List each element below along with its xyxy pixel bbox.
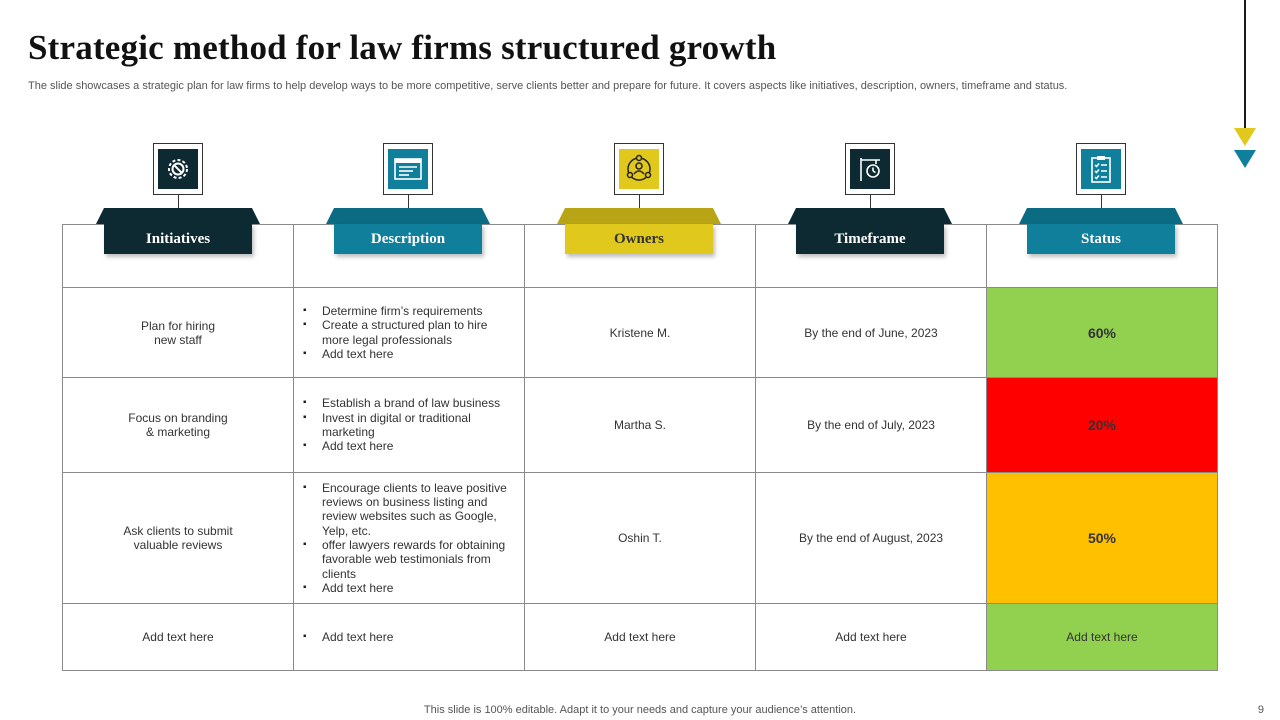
description-icon-box <box>383 143 433 195</box>
timeframe-cell: By the end of August, 2023 <box>798 531 944 545</box>
timeframe-cell: Add text here <box>835 630 907 644</box>
description-bullet: Create a structured plan to hire more le… <box>303 318 512 347</box>
header-owners: Owners <box>557 208 721 254</box>
status-cell: 20% <box>987 378 1217 472</box>
timeframe-cell: By the end of July, 2023 <box>807 418 935 432</box>
column-divider <box>986 224 987 671</box>
row-divider <box>62 287 1218 288</box>
description-bullet: Invest in digital or traditional marketi… <box>303 411 512 440</box>
checklist-clipboard-icon <box>1081 149 1121 189</box>
header-label-owners: Owners <box>565 224 713 254</box>
description-cell: Determine firm’s requirementsCreate a st… <box>294 288 524 377</box>
status-cell: 50% <box>987 473 1217 603</box>
decorative-line <box>1244 0 1246 130</box>
status-icon-box <box>1076 143 1126 195</box>
initiative-cell: Ask clients to submit valuable reviews <box>123 524 233 552</box>
document-list-icon <box>388 149 428 189</box>
header-status: Status <box>1019 208 1183 254</box>
connector-line <box>1101 195 1102 209</box>
description-bullet: offer lawyers rewards for obtaining favo… <box>303 538 512 581</box>
page-number: 9 <box>1257 704 1264 716</box>
slide-subtitle: The slide showcases a strategic plan for… <box>28 80 1068 92</box>
status-cell: 60% <box>987 288 1217 377</box>
header-timeframe: Timeframe <box>788 208 952 254</box>
description-cell: Encourage clients to leave positive revi… <box>294 473 524 603</box>
description-bullet: Add text here <box>303 630 512 645</box>
description-bullet: Add text here <box>303 581 512 596</box>
status-cell: Add text here <box>987 604 1217 670</box>
description-list: Add text here <box>294 630 512 645</box>
description-bullet: Establish a brand of law business <box>303 396 512 411</box>
connector-line <box>639 195 640 209</box>
description-list: Determine firm’s requirementsCreate a st… <box>294 304 512 361</box>
header-label-timeframe: Timeframe <box>796 224 944 254</box>
status-value: 20% <box>1087 417 1117 433</box>
owner-cell: Oshin T. <box>618 531 662 545</box>
slide-title: Strategic method for law firms structure… <box>28 28 777 67</box>
connector-line <box>408 195 409 209</box>
description-cell: Add text here <box>294 604 524 670</box>
initiative-cell: Focus on branding & marketing <box>128 411 228 439</box>
description-bullet: Add text here <box>303 347 512 362</box>
initiative-cell: Plan for hiring new staff <box>140 318 216 347</box>
header-label-status: Status <box>1027 224 1175 254</box>
owners-icon-box <box>614 143 664 195</box>
description-bullet: Encourage clients to leave positive revi… <box>303 481 512 538</box>
column-divider <box>755 224 756 671</box>
description-list: Encourage clients to leave positive revi… <box>294 481 512 596</box>
row-divider <box>62 472 1218 473</box>
clock-sign-icon <box>850 149 890 189</box>
column-divider <box>293 224 294 671</box>
initiatives-icon-box <box>153 143 203 195</box>
footer-note: This slide is 100% editable. Adapt it to… <box>423 704 857 716</box>
people-network-icon <box>619 149 659 189</box>
row-divider <box>62 603 1218 604</box>
column-divider <box>524 224 525 671</box>
description-list: Establish a brand of law businessInvest … <box>294 396 512 453</box>
owner-cell: Add text here <box>604 630 676 644</box>
owner-cell: Martha S. <box>613 418 667 432</box>
owner-cell: Kristene M. <box>609 325 671 340</box>
description-bullet: Determine firm’s requirements <box>303 304 512 319</box>
connector-line <box>178 195 179 209</box>
status-value: 50% <box>1087 530 1117 546</box>
description-bullet: Add text here <box>303 439 512 454</box>
yellow-triangle-icon <box>1234 128 1256 146</box>
row-divider <box>62 377 1218 378</box>
header-description: Description <box>326 208 490 254</box>
timeframe-icon-box <box>845 143 895 195</box>
header-label-description: Description <box>334 224 482 254</box>
gear-prohibit-icon <box>158 149 198 189</box>
timeframe-cell: By the end of June, 2023 <box>804 325 938 340</box>
initiative-cell: Add text here <box>142 630 214 644</box>
status-value: Add text here <box>1066 630 1138 644</box>
connector-line <box>870 195 871 209</box>
header-initiatives: Initiatives <box>96 208 260 254</box>
header-label-initiatives: Initiatives <box>104 224 252 254</box>
teal-triangle-icon <box>1234 150 1256 168</box>
description-cell: Establish a brand of law businessInvest … <box>294 378 524 472</box>
status-value: 60% <box>1087 324 1117 341</box>
